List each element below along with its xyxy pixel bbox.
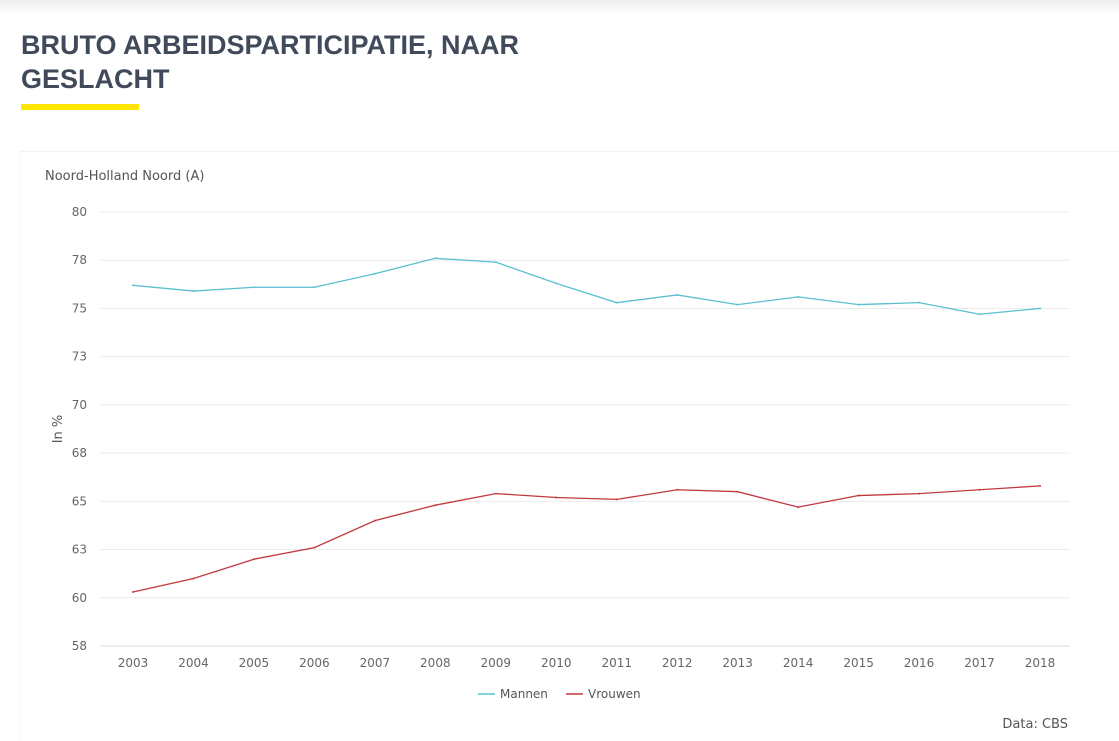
data-point xyxy=(857,303,860,306)
data-point xyxy=(313,546,316,549)
y-tick-label: 68 xyxy=(72,446,87,460)
data-point xyxy=(857,494,860,497)
data-point xyxy=(313,286,316,289)
x-tick-label: 2015 xyxy=(843,656,874,670)
data-point xyxy=(978,488,981,491)
title-underline xyxy=(21,104,139,110)
data-point xyxy=(676,293,679,296)
y-tick-label: 65 xyxy=(72,494,87,508)
legend-label: Vrouwen xyxy=(588,687,641,701)
data-point xyxy=(373,272,376,275)
x-tick-label: 2013 xyxy=(722,656,753,670)
data-point xyxy=(797,295,800,298)
data-point xyxy=(192,577,195,580)
y-tick-label: 58 xyxy=(72,639,87,653)
x-tick-label: 2014 xyxy=(783,656,814,670)
data-point xyxy=(132,590,134,593)
x-tick-label: 2011 xyxy=(601,656,632,670)
data-point xyxy=(434,504,437,507)
y-tick-label: 80 xyxy=(72,205,87,219)
data-point xyxy=(1039,484,1041,487)
data-point xyxy=(918,301,921,304)
x-tick-label: 2009 xyxy=(481,656,512,670)
y-tick-label: 70 xyxy=(72,398,87,412)
x-tick-label: 2017 xyxy=(964,656,995,670)
data-point xyxy=(918,492,921,495)
x-tick-label: 2007 xyxy=(360,656,391,670)
x-tick-label: 2018 xyxy=(1025,656,1056,670)
data-point xyxy=(676,488,679,491)
page-title: BRUTO ARBEIDSPARTICIPATIE, NAAR GESLACHT xyxy=(21,30,520,94)
y-tick-label: 75 xyxy=(72,301,87,315)
data-point xyxy=(494,492,497,495)
data-point xyxy=(978,313,981,316)
data-point xyxy=(555,282,558,285)
data-point xyxy=(192,290,195,293)
data-point xyxy=(132,284,134,287)
chart-card xyxy=(20,151,1119,741)
data-point xyxy=(615,498,618,501)
y-tick-label: 63 xyxy=(72,543,87,557)
x-tick-label: 2005 xyxy=(239,656,270,670)
data-point xyxy=(615,301,618,304)
data-point xyxy=(373,519,376,522)
x-tick-label: 2008 xyxy=(420,656,451,670)
data-point xyxy=(252,558,255,561)
x-tick-label: 2016 xyxy=(904,656,935,670)
x-tick-label: 2006 xyxy=(299,656,330,670)
data-point xyxy=(555,496,558,499)
data-point xyxy=(252,286,255,289)
x-tick-label: 2010 xyxy=(541,656,572,670)
data-point xyxy=(736,303,739,306)
y-tick-label: 78 xyxy=(72,253,87,267)
x-tick-label: 2003 xyxy=(118,656,149,670)
series-line-mannen xyxy=(132,257,1041,315)
x-tick-label: 2004 xyxy=(178,656,209,670)
data-source: Data: CBS xyxy=(1002,717,1068,732)
x-tick-label: 2012 xyxy=(662,656,693,670)
data-point xyxy=(736,490,739,493)
data-point xyxy=(1039,307,1041,310)
legend-label: Mannen xyxy=(500,687,548,701)
y-tick-label: 73 xyxy=(72,350,87,364)
top-shadow xyxy=(0,0,1119,14)
chart-subtitle: Noord-Holland Noord (A) xyxy=(45,169,205,184)
y-axis-label: In % xyxy=(51,415,66,444)
data-point xyxy=(797,506,800,509)
series-line-vrouwen xyxy=(132,485,1041,593)
y-tick-label: 60 xyxy=(72,591,87,605)
data-point xyxy=(494,261,497,264)
data-point xyxy=(434,257,437,260)
